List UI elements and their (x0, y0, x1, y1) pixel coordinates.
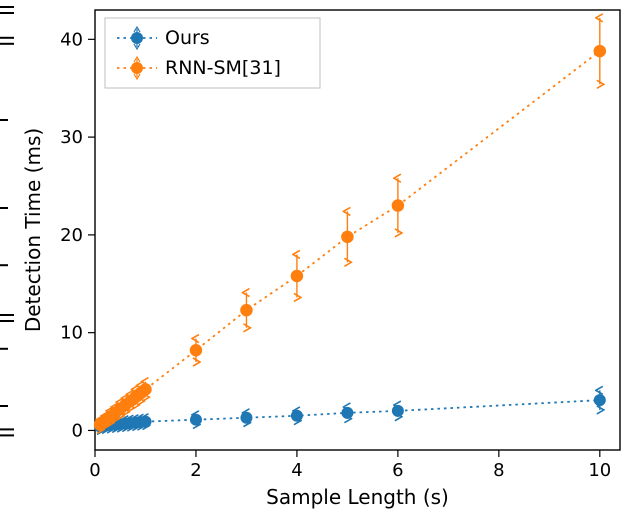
x-tick-label: 10 (588, 460, 611, 481)
legend-label: Ours (165, 27, 210, 49)
data-point (392, 200, 404, 212)
y-tick-label: 40 (60, 29, 83, 50)
data-point (140, 416, 151, 427)
data-point (291, 410, 302, 421)
y-axis-label: Detection Time (ms) (21, 128, 45, 332)
legend-label: RNN-SM[31] (165, 57, 281, 79)
x-tick-label: 0 (89, 460, 100, 481)
x-tick-label: 8 (493, 460, 504, 481)
data-point (342, 231, 354, 243)
x-axis-label: Sample Length (s) (266, 485, 449, 509)
y-tick-label: 10 (60, 323, 83, 344)
y-tick-label: 20 (60, 225, 83, 246)
data-point (291, 270, 303, 282)
data-point (190, 414, 201, 425)
data-point (342, 407, 353, 418)
data-point (392, 405, 403, 416)
y-tick-label: 0 (72, 420, 83, 441)
data-point (190, 345, 202, 357)
data-point (140, 384, 152, 396)
data-point (594, 45, 606, 57)
x-tick-label: 4 (291, 460, 302, 481)
x-tick-label: 2 (190, 460, 201, 481)
data-point (241, 412, 252, 423)
y-tick-label: 30 (60, 127, 83, 148)
data-point (241, 304, 253, 316)
x-tick-label: 6 (392, 460, 403, 481)
data-point (594, 395, 605, 406)
detection-time-chart: 0 2 4 6 8 10 0 10 20 30 40 Sample Length (s) Detecti… (0, 0, 640, 518)
